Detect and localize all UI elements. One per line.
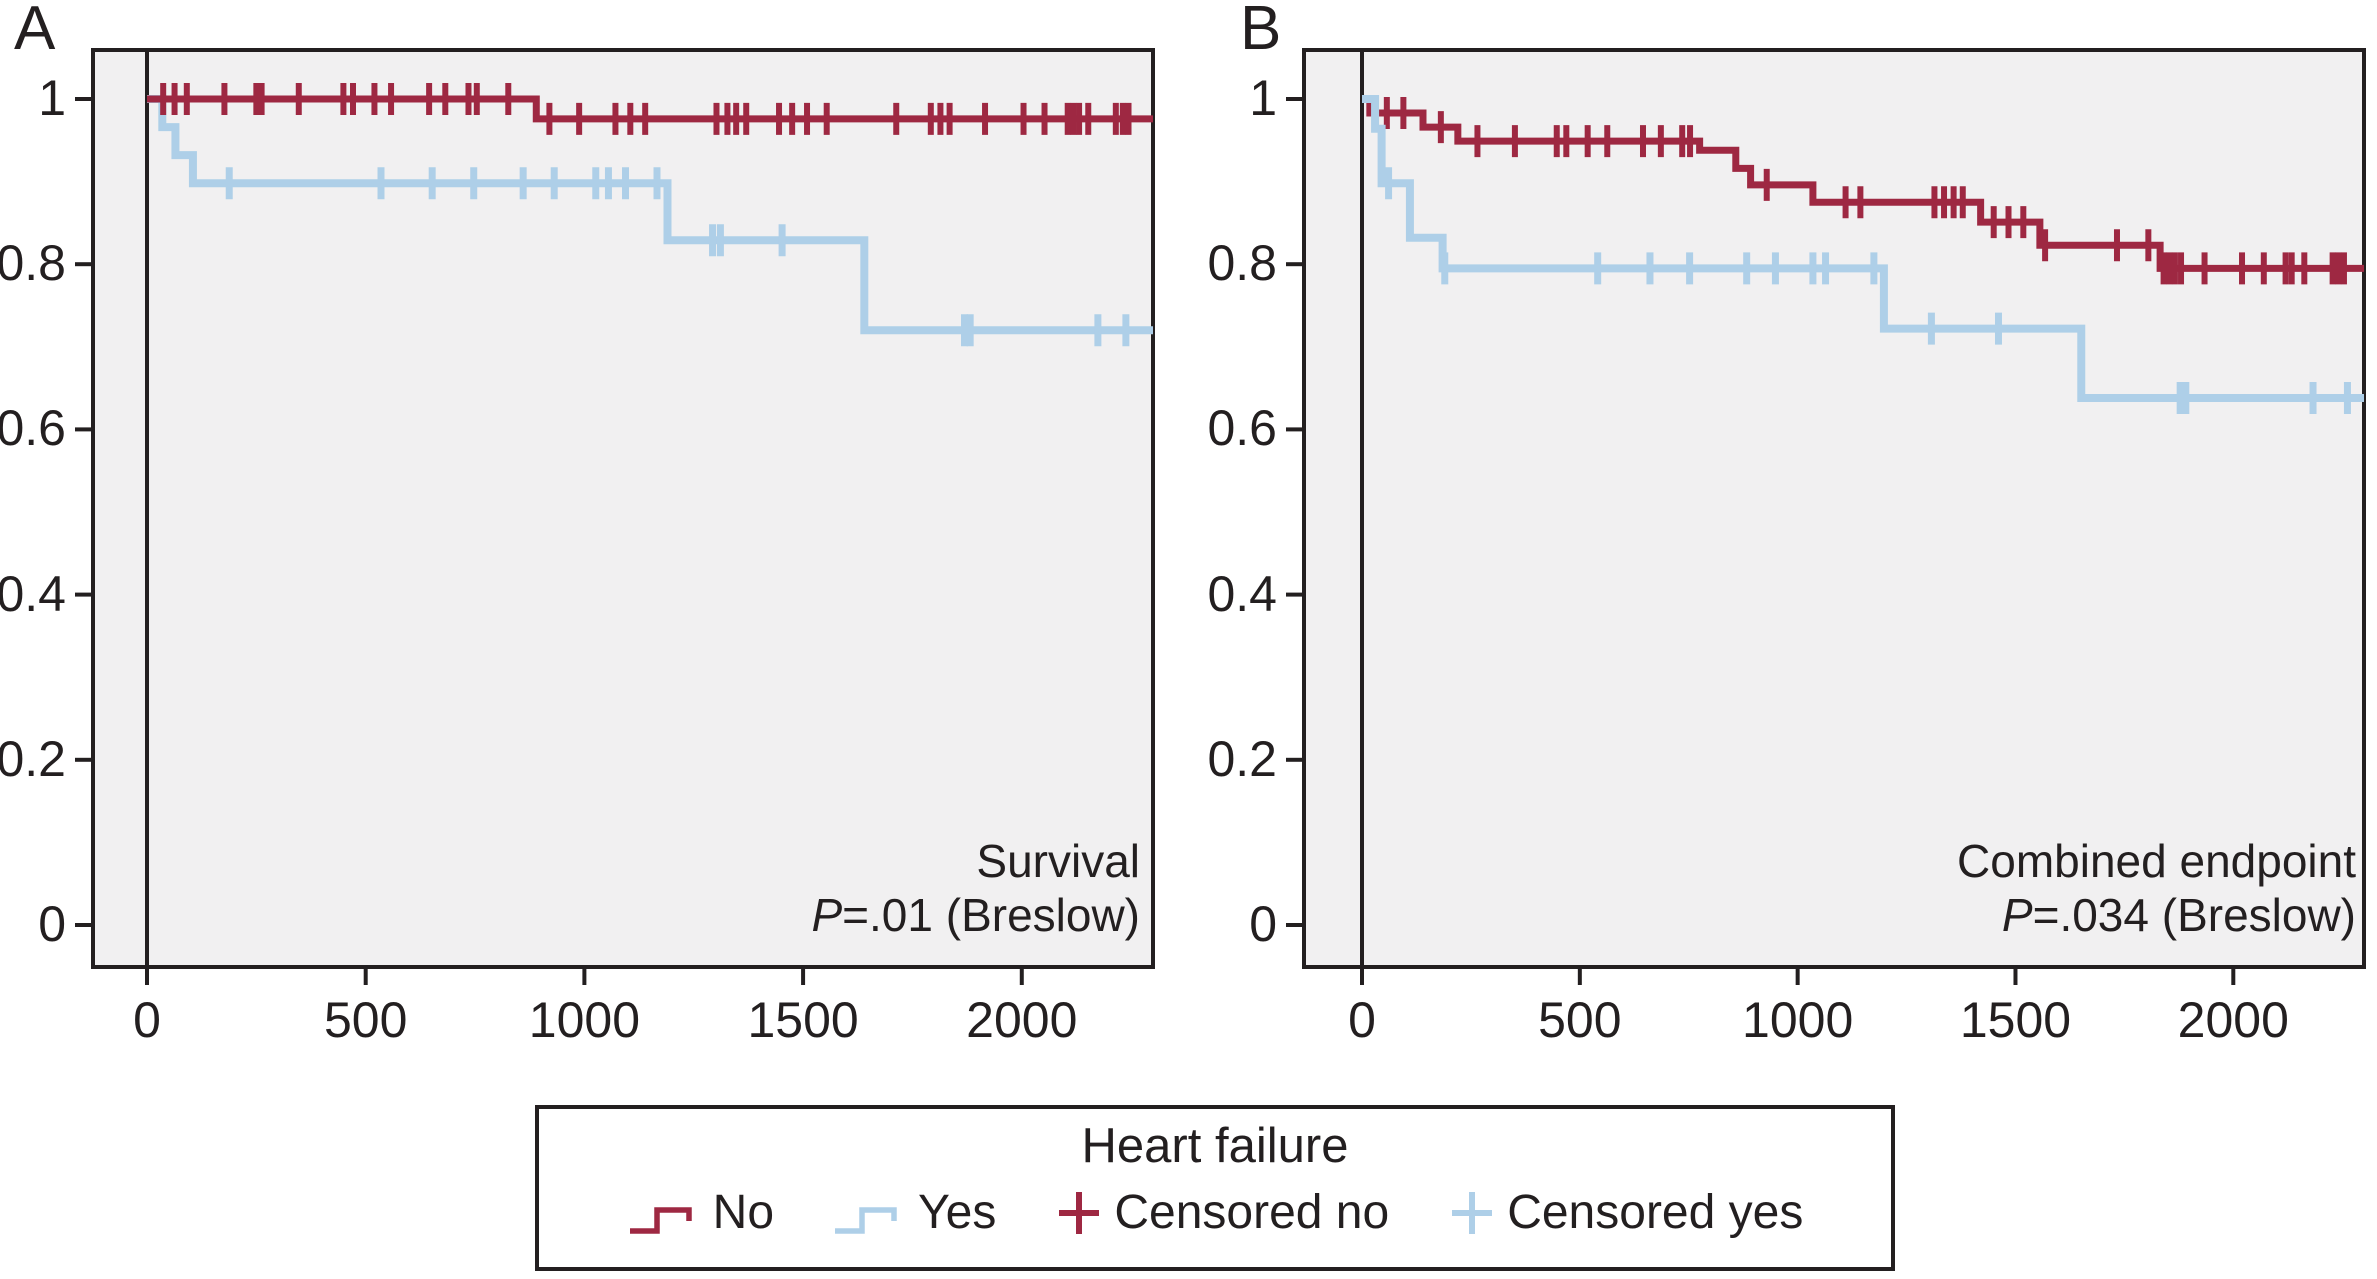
legend-item-yes: Yes [832, 1185, 996, 1240]
plot-area [91, 48, 1155, 969]
legend-item-label: Censored yes [1507, 1186, 1804, 1239]
legend-item-label: Censored no [1114, 1186, 1390, 1239]
plot-area [1302, 48, 2366, 969]
plus-censor-swatch-icon [1452, 1191, 1493, 1234]
km-curve-no [1362, 95, 2364, 272]
km-curve-yes [1362, 95, 2364, 403]
legend-title: Heart failure [1081, 1119, 1349, 1173]
legend-item-no: No [627, 1185, 774, 1240]
legend-box: Heart failure No Yes Censored no Censore… [535, 1105, 1895, 1271]
step-line-swatch-icon [629, 1206, 692, 1234]
step-line-swatch-icon [835, 1206, 897, 1234]
legend-item-censored-no: Censored no [1054, 1185, 1389, 1240]
legend-row: No Yes Censored no Censored yes [539, 1185, 1891, 1240]
legend-item-censored-yes: Censored yes [1447, 1185, 1803, 1240]
plus-censor-swatch-icon [1059, 1191, 1100, 1234]
legend-item-label: No [712, 1186, 775, 1239]
km-curve-yes [147, 95, 1153, 335]
legend-item-label: Yes [918, 1186, 997, 1239]
